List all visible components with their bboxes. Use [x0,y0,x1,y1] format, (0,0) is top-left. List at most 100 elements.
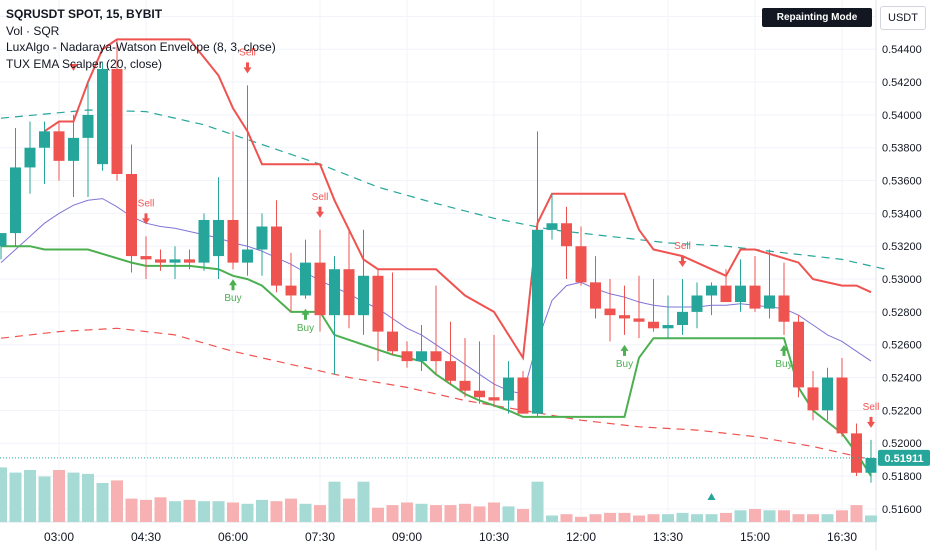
volume-bar [734,510,747,522]
volume-bar [9,472,22,522]
candle-body [851,433,862,473]
candle-body [372,275,384,332]
candle-body [720,285,732,303]
price-tick-label: 0.52400 [882,373,922,385]
volume-bar [546,515,558,522]
volume-bar [372,507,384,522]
volume-bar [53,470,65,522]
candle-body [111,68,123,174]
symbol-title[interactable]: SQRUSDT SPOT, 15, BYBIT [6,7,163,21]
time-tick-label: 10:30 [479,530,509,544]
last-price-tag [878,449,930,466]
volume-bar [792,514,805,522]
sell-signal-label: Sell [239,47,256,58]
last-price-marker: 0.51911 [0,449,930,466]
volume-bar [256,499,268,522]
currency-button[interactable]: USDT [880,6,926,30]
candle-body [677,311,688,326]
candle-body [256,226,268,250]
candle-body [706,285,717,296]
candle-body [53,131,65,161]
volume-bar [604,512,616,522]
volume-bar [241,503,254,522]
price-tick-label: 0.54000 [882,110,922,122]
volume-bar [299,503,312,522]
volume-bar [430,505,442,522]
candle-body [39,131,50,148]
sell-signal-label: Sell [863,402,880,413]
sell-arrow-icon [867,416,875,428]
volume-bar [517,509,529,522]
volume-bar [676,512,689,522]
repainting-badge: Repainting Mode Enabled [762,8,872,42]
candle-body [691,295,703,312]
volume-bar [459,503,471,522]
chart-grid [0,0,877,550]
candle-body [300,262,311,296]
candle-body [82,114,94,138]
volume-bar [386,505,399,522]
candle-body [822,377,833,411]
candlesticks [0,39,877,483]
volume-bar [705,514,718,522]
volume-bar [589,514,602,522]
volume-bar [865,515,877,522]
candle-body [778,295,790,322]
time-tick-label: 13:30 [653,530,683,544]
time-tick-label: 06:00 [218,530,248,544]
candle-body [97,68,108,165]
ema-scalper-label[interactable]: TUX EMA Scalper (20, close) [6,56,163,71]
candle-body [590,282,601,309]
volume-bar [169,501,181,522]
volume-bar [111,480,123,522]
volume-bar [401,502,413,522]
volume-bar [473,506,486,522]
candle-body [619,315,630,319]
volume-bar [633,515,645,522]
candle-body [227,219,239,263]
volume-bar [198,501,210,522]
candle-body [0,233,7,247]
candle-body [633,318,645,322]
candle-body [604,308,616,316]
price-tick-label: 0.53600 [882,176,922,188]
candle-body [329,269,340,316]
volume-bar [560,514,573,522]
volume-bar [270,501,283,522]
nadaraya-watson-label[interactable]: LuxAlgo - Nadaraya-Watson Envelope (8, 3… [6,40,276,54]
price-tick-label: 0.54400 [882,44,922,56]
time-tick-label: 03:00 [44,530,74,544]
candle-body [561,223,572,247]
candle-body [387,331,398,352]
price-axis[interactable]: 0.546000.544000.542000.540000.538000.536… [882,11,922,515]
stop-down-line [43,38,872,361]
candle-body [532,229,543,414]
candle-body [198,219,210,263]
buy-arrow-icon [301,308,310,320]
price-tick-label: 0.53400 [882,208,922,220]
time-axis[interactable]: 03:00 04:30 06:00 07:30 09:00 10:30 12:00 13:30… [44,530,857,544]
candle-body [474,390,485,398]
candle-body [285,285,297,296]
candle-body [358,275,369,316]
volume-indicator-label[interactable]: Vol · SQR [6,23,60,38]
volume-bar [285,498,297,522]
candle-body [430,351,442,362]
time-tick-label: 07:30 [305,530,335,544]
candle-body [314,262,326,316]
candle-body [749,285,761,309]
volume-bar [444,505,457,522]
candle-body [24,147,36,168]
volume-bar [807,514,819,522]
stop-up-line [1,245,872,477]
volume-bar [24,470,36,522]
candle-body [10,167,21,234]
volume-bar [763,510,776,522]
volume-bar [488,502,500,522]
time-tick-label: 15:00 [740,530,770,544]
price-tick-label: 0.52800 [882,307,922,319]
price-tick-label: 0.53000 [882,274,922,286]
envelope-lower-line [0,327,872,461]
time-tick-label: 09:00 [392,530,422,544]
